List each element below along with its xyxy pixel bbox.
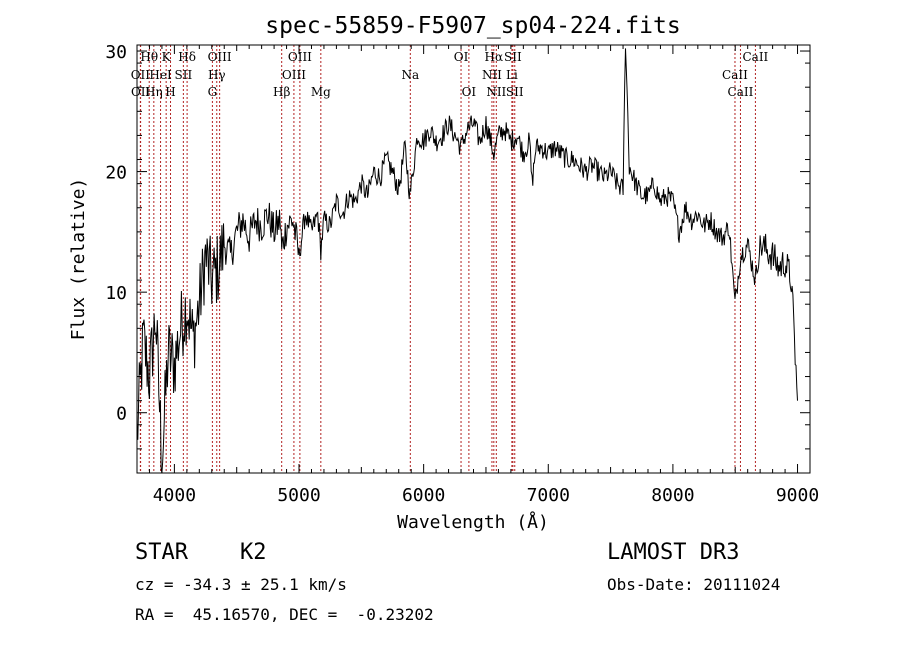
line-label: OI	[454, 50, 469, 64]
y-tick-label: 10	[105, 283, 127, 304]
x-tick-label: 7000	[527, 485, 570, 506]
line-label: SII	[175, 68, 193, 82]
line-label: NII	[482, 68, 502, 82]
line-label: OIII	[208, 50, 232, 64]
x-tick-label: 4000	[153, 485, 196, 506]
line-label: Hδ	[178, 50, 196, 64]
line-label: OI	[462, 85, 477, 99]
x-tick-label: 9000	[776, 485, 819, 506]
line-label: Li	[506, 68, 518, 82]
x-tick-label: 6000	[402, 485, 445, 506]
line-label: SII	[504, 50, 522, 64]
x-axis-label: Wavelength (Å)	[397, 511, 549, 533]
line-label: HeI	[149, 68, 172, 82]
x-axis: 4000 5000 6000 7000 8000 9000	[148, 45, 819, 506]
line-label: OIII	[282, 68, 306, 82]
chart-title: spec-55859-F5907_sp04-224.fits	[265, 13, 680, 39]
line-label: Mg	[311, 85, 331, 99]
coordinates: RA = 45.16570, DEC = -0.23202	[135, 605, 434, 624]
object-class: STAR	[135, 540, 188, 565]
y-tick-label: 0	[116, 404, 127, 425]
survey-name: LAMOST DR3	[607, 540, 740, 565]
line-label: SII	[506, 85, 524, 99]
line-label: OII	[131, 85, 151, 99]
line-label: K	[162, 50, 172, 64]
line-label: Na	[401, 68, 419, 82]
line-label: Hθ	[140, 50, 158, 64]
y-axis-label: Flux (relative)	[68, 178, 89, 341]
spectrum-line	[136, 48, 798, 474]
x-tick-label: 5000	[277, 485, 320, 506]
line-label: OIII	[288, 50, 312, 64]
line-label: G	[208, 85, 218, 99]
line-label: OII	[131, 68, 151, 82]
line-label: Hβ	[273, 85, 290, 99]
plot-frame	[136, 44, 811, 474]
redshift-value: cz = -34.3 ± 25.1 km/s	[135, 575, 347, 594]
object-subclass: K2	[240, 540, 267, 565]
spectrum-series	[136, 48, 798, 474]
observation-date: Obs-Date: 20111024	[607, 575, 781, 594]
spectral-line-markers	[139, 45, 756, 473]
line-label: NII	[486, 85, 506, 99]
y-tick-label: 20	[105, 163, 127, 184]
line-label: CaII	[742, 50, 768, 64]
y-axis: 0 10 20 30	[105, 42, 810, 474]
y-tick-label: 30	[105, 42, 127, 63]
line-label: CaII	[722, 68, 748, 82]
line-label: H	[165, 85, 175, 99]
line-label: Hγ	[208, 68, 226, 82]
line-label: Hα	[485, 50, 504, 64]
line-label: CaII	[728, 85, 754, 99]
x-tick-label: 8000	[651, 485, 694, 506]
line-label: Hη	[145, 85, 163, 99]
